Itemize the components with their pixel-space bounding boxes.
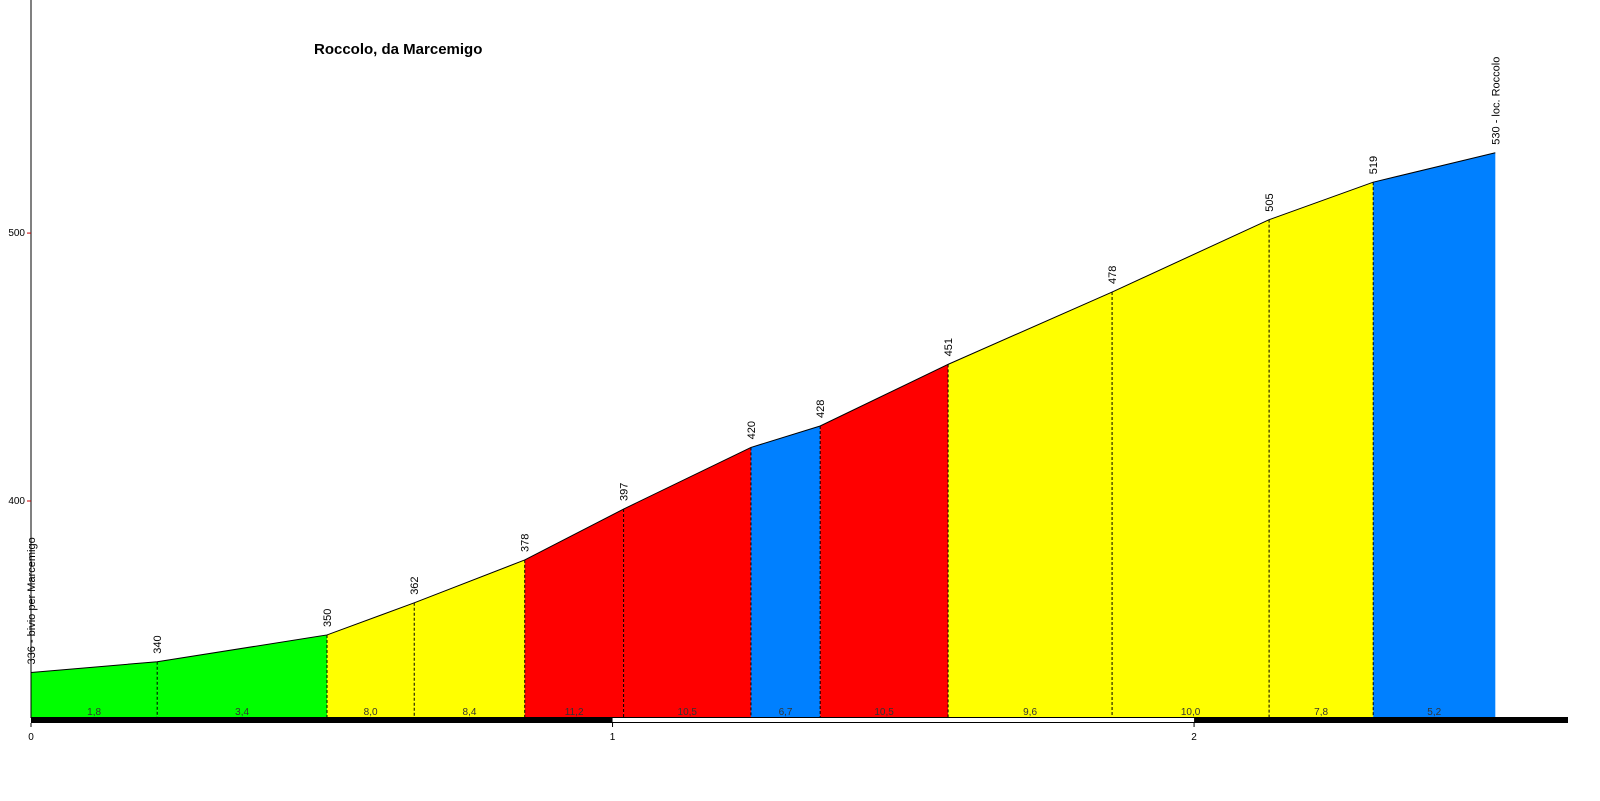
y-tick-label: 400 xyxy=(8,496,25,507)
segment-area xyxy=(1269,182,1374,719)
x-axis-band xyxy=(612,718,1195,722)
segment-area xyxy=(414,559,525,718)
elevation-label: 378 xyxy=(520,534,532,552)
segment-area xyxy=(750,425,821,718)
x-tick-label: 1 xyxy=(610,732,616,743)
elevation-label: 505 xyxy=(1264,193,1276,211)
gradient-label: 8,4 xyxy=(463,707,477,718)
gradient-label: 11,2 xyxy=(565,707,584,718)
segment-area xyxy=(1112,219,1270,718)
elevation-label: 420 xyxy=(746,421,758,439)
x-tick-label: 2 xyxy=(1191,732,1197,743)
gradient-label: 7,8 xyxy=(1314,707,1328,718)
gradient-label: 9,6 xyxy=(1023,707,1037,718)
elevation-label: 519 xyxy=(1368,156,1380,174)
chart-title: Roccolo, da Marcemigo xyxy=(314,41,482,58)
segment-area xyxy=(327,602,415,718)
gradient-label: 8,0 xyxy=(364,707,378,718)
elevation-label: 530 - loc. Roccolo xyxy=(1490,57,1502,145)
elevation-label: 336 - bivio per Marcemigo xyxy=(26,537,38,664)
gradient-label: 10,0 xyxy=(1181,707,1201,718)
elevation-label: 362 xyxy=(409,576,421,594)
elevation-label: 397 xyxy=(619,483,631,501)
segment-area xyxy=(623,447,751,718)
segment-area xyxy=(31,661,158,718)
elevation-label: 350 xyxy=(322,609,334,627)
segment-area xyxy=(820,364,949,718)
gradient-label: 1,8 xyxy=(87,707,101,718)
elevation-label: 478 xyxy=(1107,266,1119,284)
segment-area xyxy=(1373,152,1496,718)
profile-line xyxy=(30,152,1496,673)
segment-area xyxy=(524,509,624,718)
elevation-label: 451 xyxy=(943,338,955,356)
gradient-label: 3,4 xyxy=(235,707,249,718)
y-tick-label: 500 xyxy=(8,228,25,239)
gradient-label: 5,2 xyxy=(1427,707,1441,718)
x-tick-label: 0 xyxy=(28,732,34,743)
elevation-label: 428 xyxy=(815,400,827,418)
segment-area xyxy=(157,634,328,718)
gradient-label: 6,7 xyxy=(779,707,793,718)
elevation-label: 340 xyxy=(152,635,164,653)
gradient-label: 10,5 xyxy=(678,707,698,718)
segment-area xyxy=(948,292,1113,718)
gradient-label: 10,5 xyxy=(874,707,894,718)
